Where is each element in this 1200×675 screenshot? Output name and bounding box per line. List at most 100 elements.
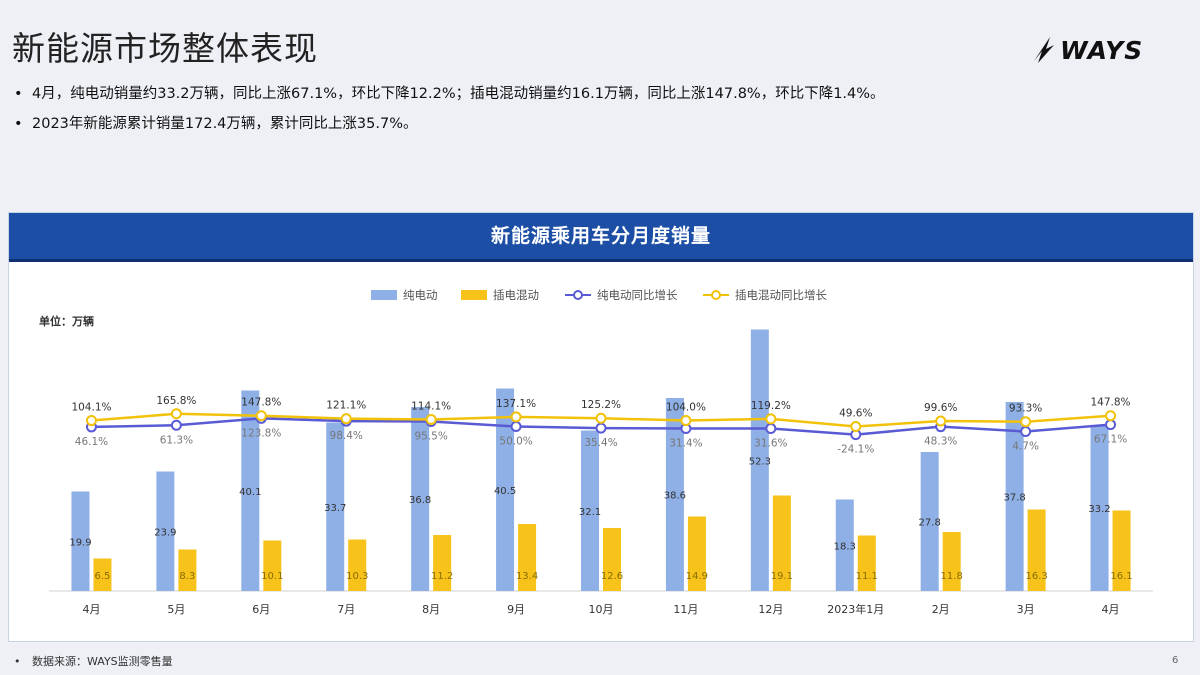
- bev-bar: [1090, 425, 1109, 591]
- phev-yoy-marker: [850, 421, 862, 433]
- bev-yoy-label: 50.0%: [499, 436, 532, 448]
- page-number: 6: [1172, 655, 1179, 666]
- bev-value-label: 40.1: [239, 487, 261, 498]
- phev-yoy-label: 49.6%: [839, 408, 872, 420]
- phev-value-label: 13.4: [516, 571, 538, 582]
- bev-value-label: 27.8: [919, 518, 941, 529]
- bev-value-label: 40.5: [494, 486, 516, 497]
- bev-yoy-label: 95.5%: [414, 430, 447, 442]
- bev-yoy-label: -24.1%: [837, 444, 874, 456]
- phev-yoy-marker: [255, 410, 267, 422]
- phev-bar: [93, 558, 112, 591]
- legend-swatch: [371, 290, 397, 300]
- phev-yoy-marker: [510, 411, 522, 423]
- bev-bar: [835, 499, 854, 591]
- phev-yoy-marker: [1105, 410, 1117, 422]
- phev-yoy-marker: [935, 415, 947, 427]
- phev-value-label: 11.8: [941, 571, 963, 582]
- bev-yoy-marker: [595, 422, 607, 434]
- bev-yoy-label: 35.4%: [584, 437, 617, 449]
- phev-value-label: 12.6: [601, 571, 623, 582]
- bev-yoy-label: 48.3%: [924, 436, 957, 448]
- phev-value-label: 10.1: [261, 571, 283, 582]
- x-tick-label: 5月: [167, 603, 185, 616]
- bev-bar: [750, 329, 769, 591]
- bev-value-label: 36.8: [409, 495, 431, 506]
- phev-yoy-marker: [1020, 416, 1032, 428]
- bev-yoy-label: 123.8%: [241, 427, 281, 439]
- x-tick-label: 4月: [82, 603, 100, 616]
- phev-yoy-label: 147.8%: [241, 397, 281, 409]
- phev-yoy-marker: [595, 412, 607, 424]
- phev-yoy-label: 147.8%: [1091, 397, 1131, 409]
- bev-yoy-label: 31.4%: [669, 438, 702, 450]
- bullet-text: 2023年新能源累计销量172.4万辆，累计同比上涨35.7%。: [32, 116, 418, 132]
- bev-bar: [71, 491, 90, 591]
- bev-bar: [1005, 402, 1024, 591]
- bullet-dot: •: [14, 86, 23, 102]
- phev-yoy-label: 104.1%: [71, 402, 111, 414]
- phev-yoy-marker: [680, 415, 692, 427]
- phev-bar: [178, 549, 197, 591]
- phev-yoy-label: 121.1%: [326, 400, 366, 412]
- phev-value-label: 11.1: [856, 571, 878, 582]
- phev-yoy-marker: [425, 413, 437, 425]
- bev-value-label: 19.9: [69, 537, 91, 548]
- bev-bar: [326, 422, 345, 591]
- bullet-text: 4月，纯电动销量约33.2万辆，同比上涨67.1%，环比下降12.2%；插电混动…: [32, 86, 885, 102]
- footer-dot: •: [14, 655, 21, 668]
- x-tick-label: 9月: [507, 603, 525, 616]
- phev-bar: [348, 539, 367, 591]
- x-tick-label: 10月: [589, 603, 614, 616]
- x-tick-label: 2023年1月: [827, 602, 884, 616]
- x-tick-label: 12月: [758, 603, 783, 616]
- bullet-item: • 2023年新能源累计销量172.4万辆，累计同比上涨35.7%。: [14, 114, 885, 134]
- x-tick-label: 3月: [1017, 603, 1035, 616]
- bev-value-label: 33.7: [324, 503, 346, 514]
- bev-value-label: 52.3: [749, 456, 771, 467]
- bev-yoy-label: 46.1%: [75, 436, 108, 448]
- phev-bar: [518, 524, 537, 591]
- logo-text: WAYS: [1060, 35, 1144, 65]
- chart-panel: 新能源乘用车分月度销量 纯电动 插电混动 纯电动同比增长 插电混动同比增长 单位：万辆 1…: [8, 212, 1194, 642]
- phev-yoy-label: 104.0%: [666, 402, 706, 414]
- bev-value-label: 18.3: [834, 541, 856, 552]
- phev-value-label: 8.3: [179, 571, 195, 582]
- bev-yoy-label: 61.3%: [160, 434, 193, 446]
- summary-bullets: • 4月，纯电动销量约33.2万辆，同比上涨67.1%，环比下降12.2%；插电混…: [14, 84, 885, 144]
- phev-yoy-label: 165.8%: [156, 395, 196, 407]
- bev-bar: [241, 390, 260, 591]
- bev-yoy-label: 67.1%: [1094, 434, 1127, 446]
- bev-yoy-label: 31.6%: [754, 438, 787, 450]
- phev-value-label: 11.2: [431, 571, 453, 582]
- bev-bar: [665, 398, 684, 591]
- legend-label: 纯电动: [403, 288, 438, 302]
- phev-bar: [942, 532, 961, 591]
- legend-marker: [573, 290, 583, 300]
- x-tick-label: 11月: [673, 603, 698, 616]
- bev-yoy-marker: [510, 421, 522, 432]
- legend-marker: [711, 290, 721, 300]
- x-tick-label: 6月: [252, 603, 270, 616]
- phev-bar: [857, 535, 876, 591]
- data-source-text: 数据来源：WAYS监测零售量: [32, 655, 173, 668]
- phev-yoy-label: 125.2%: [581, 399, 621, 411]
- bev-bar: [496, 388, 515, 591]
- phev-value-label: 14.9: [686, 571, 708, 582]
- page-title: 新能源市场整体表现: [12, 29, 318, 68]
- phev-value-label: 6.5: [95, 571, 111, 582]
- phev-bar: [772, 495, 791, 591]
- data-source-note: • 数据来源：WAYS监测零售量: [14, 653, 173, 669]
- phev-yoy-marker: [765, 413, 777, 425]
- phev-value-label: 10.3: [346, 571, 368, 582]
- phev-bar: [1112, 510, 1131, 591]
- bev-value-label: 38.6: [664, 491, 686, 502]
- phev-yoy-marker: [340, 413, 352, 425]
- phev-bar: [603, 528, 621, 591]
- bev-yoy-label: 98.4%: [330, 430, 363, 442]
- legend-swatch: [461, 290, 487, 300]
- phev-yoy-marker: [170, 408, 182, 420]
- ways-logo-icon: [1034, 37, 1054, 63]
- bev-value-label: 23.9: [154, 527, 176, 538]
